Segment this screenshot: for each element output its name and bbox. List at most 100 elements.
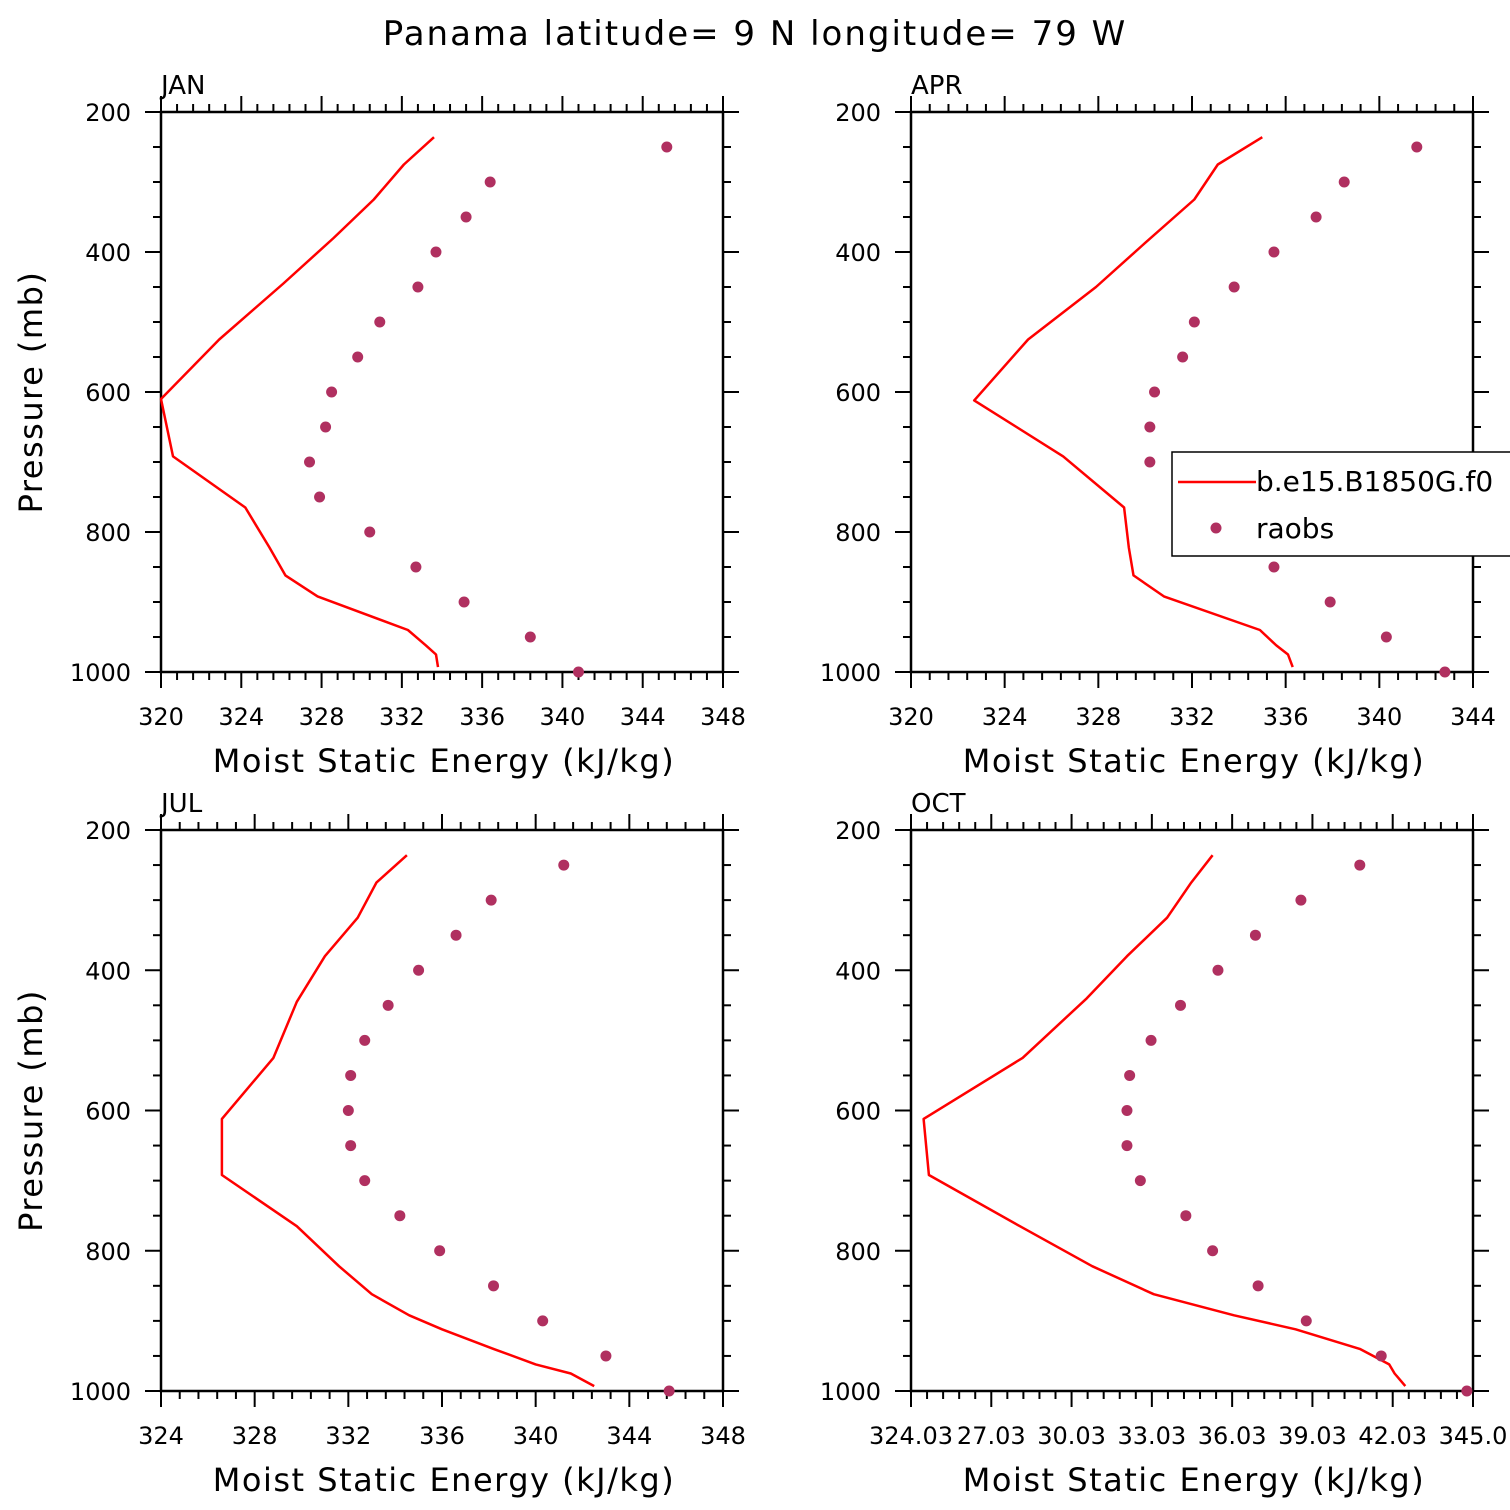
panel-jul: JUL 324 328 332 336 340 344 348 200 400 600 800 1000…: [12, 789, 746, 1499]
raobs-point: [1121, 1140, 1133, 1152]
plot-frame: [909, 110, 1475, 674]
y-axis-label: Pressure (mb): [12, 271, 50, 514]
raobs-point: [1174, 999, 1186, 1011]
raobs-point: [1207, 1245, 1219, 1257]
raobs-point: [1249, 929, 1261, 941]
x-tick-label: 328: [232, 1422, 278, 1450]
raobs-point: [345, 1069, 357, 1081]
x-tick-label: 27.03: [957, 1422, 1026, 1450]
raobs-point: [320, 421, 332, 433]
model-series-line: [972, 136, 1294, 668]
x-tick-label: 345.0: [1439, 1422, 1508, 1450]
y-tick-label: 1000: [70, 659, 131, 687]
raobs-point: [1228, 281, 1240, 293]
x-tick-label: 344: [606, 1422, 652, 1450]
plot-frame: [909, 828, 1475, 1393]
legend-box: [1171, 451, 1510, 557]
x-tick-label: 336: [1263, 703, 1309, 731]
x-tick-label: 336: [459, 703, 505, 731]
panel-oct: OCT 324.03 27.03 30.03 33.03 36.03 39.03 42.03 3…: [820, 789, 1507, 1499]
y-axis-label: Pressure (mb): [12, 989, 50, 1232]
y-tick-label: 200: [85, 99, 131, 127]
x-tick-label: 328: [1075, 703, 1121, 731]
raobs-point: [1354, 859, 1366, 871]
plot-frame: [159, 828, 725, 1393]
raobs-point: [484, 176, 496, 188]
y-tick-label: 600: [835, 1098, 881, 1126]
plot-frame: [159, 110, 725, 674]
x-tick-label: 332: [1169, 703, 1215, 731]
y-tick-label: 600: [835, 379, 881, 407]
raobs-point: [1145, 1034, 1157, 1046]
raobs-point: [488, 1280, 500, 1292]
x-tick-label: 344: [620, 703, 666, 731]
x-tick-label: 328: [299, 703, 345, 731]
y-tick-label: 800: [85, 1238, 131, 1266]
y-tick-label: 200: [835, 99, 881, 127]
raobs-point: [364, 526, 376, 538]
raobs-point: [1268, 561, 1280, 573]
y-tick-label: 800: [835, 1238, 881, 1266]
x-tick-label: 324: [982, 703, 1028, 731]
y-tick-label: 800: [835, 519, 881, 547]
raobs-point: [1310, 211, 1322, 223]
raobs-point: [304, 456, 316, 468]
raobs-point: [413, 964, 425, 976]
model-series-line: [220, 854, 595, 1388]
raobs-point: [537, 1315, 549, 1327]
x-tick-label: 324.03: [869, 1422, 953, 1450]
panel-label: JUL: [159, 789, 203, 819]
raobs-point: [661, 141, 673, 153]
x-tick-label: 320: [888, 703, 934, 731]
raobs-point: [1124, 1069, 1136, 1081]
x-tick-label: 332: [379, 703, 425, 731]
x-axis-label: Moist Static Energy (kJ/kg): [963, 1461, 1425, 1499]
x-axis-label: Moist Static Energy (kJ/kg): [213, 1461, 675, 1499]
x-tick-label: 324: [218, 703, 264, 731]
y-tick-label: 400: [85, 239, 131, 267]
raobs-point: [359, 1034, 371, 1046]
x-tick-label: 42.03: [1358, 1422, 1427, 1450]
raobs-point: [1252, 1280, 1264, 1292]
x-tick-label: 39.03: [1278, 1422, 1347, 1450]
raobs-point: [382, 999, 394, 1011]
x-tick-label: 340: [540, 703, 586, 731]
model-series-line: [922, 854, 1407, 1387]
x-tick-label: 348: [700, 703, 746, 731]
raobs-point: [1121, 1105, 1133, 1116]
x-tick-label: 36.03: [1198, 1422, 1267, 1450]
y-tick-label: 1000: [820, 1378, 881, 1406]
raobs-point: [359, 1175, 371, 1187]
raobs-point: [1268, 246, 1280, 258]
raobs-point: [1324, 596, 1336, 608]
x-tick-label: 340: [1356, 703, 1402, 731]
legend-marker-swatch: [1210, 522, 1222, 534]
raobs-point: [430, 246, 442, 258]
panel-label: JAN: [159, 71, 205, 101]
raobs-point: [394, 1210, 406, 1222]
panel-apr: APR 320 324 328 332 336 340 344 200 400 600 800 1000…: [820, 71, 1496, 780]
raobs-point: [1411, 141, 1423, 153]
y-tick-label: 1000: [70, 1378, 131, 1406]
raobs-point: [345, 1140, 357, 1152]
x-axis-label: Moist Static Energy (kJ/kg): [963, 742, 1425, 780]
x-tick-label: 340: [513, 1422, 559, 1450]
panel-jan: JAN 320 324 328 332 336 340 344 348 200 400 600 800 1…: [12, 71, 746, 780]
y-tick-label: 800: [85, 519, 131, 547]
x-tick-label: 30.03: [1037, 1422, 1106, 1450]
raobs-point: [326, 386, 338, 398]
raobs-point: [1188, 316, 1200, 328]
legend-label-model: b.e15.B1850G.f0: [1256, 465, 1493, 498]
x-tick-label: 348: [700, 1422, 746, 1450]
raobs-point: [485, 894, 497, 906]
x-tick-label: 33.03: [1117, 1422, 1186, 1450]
raobs-point: [1375, 1350, 1387, 1362]
y-tick-label: 200: [835, 817, 881, 845]
legend: b.e15.B1850G.f0 raobs: [1171, 451, 1510, 557]
raobs-point: [374, 316, 386, 328]
raobs-point: [1180, 1210, 1192, 1222]
x-tick-label: 344: [1450, 703, 1496, 731]
y-tick-label: 200: [85, 817, 131, 845]
raobs-point: [314, 491, 326, 503]
